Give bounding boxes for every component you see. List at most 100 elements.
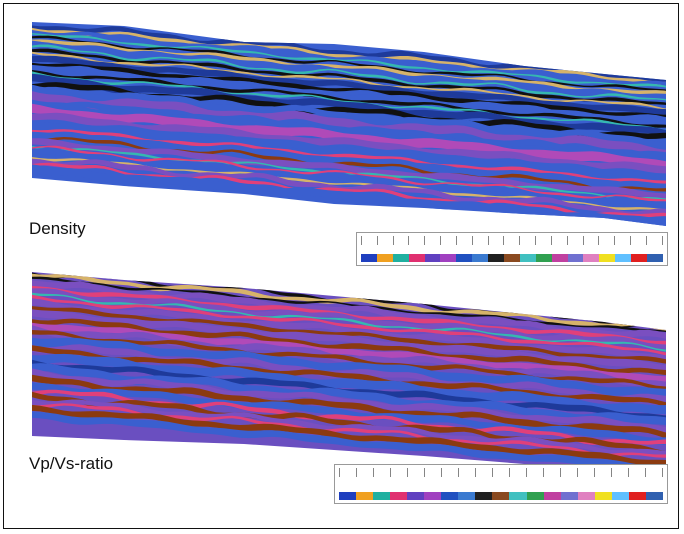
colorbar-swatch bbox=[543, 492, 561, 500]
reflector-band bbox=[32, 29, 666, 87]
reflector-band bbox=[32, 280, 666, 341]
colorbar-tick bbox=[628, 468, 629, 477]
colorbar-swatch bbox=[475, 492, 493, 500]
reflector-band bbox=[32, 147, 666, 209]
colorbar-swatch bbox=[356, 492, 374, 500]
reflector-band bbox=[32, 162, 666, 218]
colorbar-tick bbox=[614, 236, 616, 245]
colorbar-tick bbox=[471, 236, 473, 245]
colorbar-swatch bbox=[492, 492, 510, 500]
colorbar-tick bbox=[392, 236, 394, 245]
colorbar-tick bbox=[455, 236, 457, 245]
colorbar-swatch bbox=[339, 492, 357, 500]
colorbar-swatch bbox=[373, 492, 391, 500]
colorbar-swatch bbox=[647, 254, 663, 262]
reflector-band bbox=[32, 137, 666, 200]
colorbar-swatch bbox=[631, 254, 648, 262]
colorbar-swatch bbox=[551, 254, 568, 262]
colorbar-tick bbox=[582, 236, 584, 245]
reflector-band bbox=[32, 33, 666, 89]
colorbar-swatch bbox=[392, 254, 409, 262]
colorbar-tick bbox=[645, 468, 646, 477]
colorbar-tick bbox=[661, 236, 663, 245]
colorbar-swatch bbox=[441, 492, 459, 500]
colorbar-swatch bbox=[594, 492, 612, 500]
colorbar-swatch bbox=[440, 254, 457, 262]
reflector-band bbox=[32, 410, 666, 474]
reflector-band bbox=[32, 308, 666, 373]
reflector-band bbox=[32, 112, 666, 174]
vpvs-section bbox=[32, 272, 666, 476]
colorbar-tick bbox=[390, 468, 391, 477]
colorbar-tick bbox=[373, 468, 374, 477]
colorbar-swatch bbox=[472, 254, 489, 262]
reflector-band bbox=[32, 64, 666, 124]
vpvs-label: Vp/Vs-ratio bbox=[29, 454, 114, 473]
reflector-band bbox=[32, 317, 666, 376]
reflector-band bbox=[32, 321, 666, 382]
colorbar-swatch bbox=[628, 492, 646, 500]
seismic-sections bbox=[32, 22, 666, 476]
colorbar-tick bbox=[361, 236, 362, 245]
reflector-band bbox=[32, 61, 666, 119]
reflector-band bbox=[32, 69, 666, 128]
colorbar-tick bbox=[577, 468, 578, 477]
density-label: Density bbox=[29, 219, 86, 238]
reflector-band bbox=[32, 55, 666, 116]
reflector-band bbox=[32, 99, 666, 160]
colorbar-swatch bbox=[583, 254, 600, 262]
reflector-band bbox=[32, 329, 666, 392]
colorbar-tick bbox=[424, 236, 426, 245]
colorbar-tick bbox=[611, 468, 612, 477]
colorbar-swatch bbox=[567, 254, 584, 262]
colorbar-swatch bbox=[509, 492, 527, 500]
colorbar-tick bbox=[594, 468, 595, 477]
colorbar-swatch bbox=[488, 254, 505, 262]
colorbar-swatch bbox=[456, 254, 473, 262]
reflector-band bbox=[32, 363, 666, 427]
colorbar-tick bbox=[662, 468, 663, 477]
reflector-band bbox=[32, 23, 666, 84]
reflector-band bbox=[32, 272, 666, 332]
colorbar-swatch bbox=[407, 492, 425, 500]
colorbar-swatch bbox=[424, 492, 442, 500]
colorbar-tick bbox=[560, 468, 561, 477]
colorbar-swatch bbox=[611, 492, 629, 500]
reflector-band bbox=[32, 367, 666, 435]
colorbar-swatch bbox=[376, 254, 393, 262]
reflector-band bbox=[32, 343, 666, 403]
reflector-band bbox=[32, 145, 666, 202]
colorbar-swatch bbox=[526, 492, 544, 500]
reflector-band bbox=[32, 82, 666, 150]
colorbar-tick bbox=[526, 468, 527, 477]
colorbar-swatches bbox=[361, 254, 663, 262]
colorbar-swatch bbox=[615, 254, 632, 262]
reflector-band bbox=[32, 293, 666, 357]
density-section bbox=[32, 22, 666, 226]
density-colorbar bbox=[356, 232, 668, 266]
colorbar-tick bbox=[492, 468, 493, 477]
reflector-band bbox=[32, 44, 666, 102]
colorbar-swatch bbox=[519, 254, 536, 262]
colorbar-tick bbox=[458, 468, 459, 477]
colorbar-tick bbox=[503, 236, 505, 245]
reflector-band bbox=[32, 404, 666, 468]
colorbar-tick bbox=[356, 468, 357, 477]
colorbar-tick bbox=[407, 468, 408, 477]
colorbar-tick bbox=[440, 236, 442, 245]
colorbar-swatch bbox=[458, 492, 476, 500]
colorbar-swatches bbox=[339, 492, 663, 500]
colorbar-swatch bbox=[390, 492, 408, 500]
colorbar-tick bbox=[598, 236, 600, 245]
colorbar-tick bbox=[339, 468, 340, 477]
colorbar-ticks bbox=[361, 236, 663, 248]
colorbar-tick bbox=[441, 468, 442, 477]
colorbar-tick bbox=[630, 236, 632, 245]
colorbar-swatch bbox=[361, 254, 377, 262]
reflector-band bbox=[32, 353, 666, 415]
reflector-band bbox=[32, 403, 666, 458]
colorbar-tick bbox=[424, 468, 425, 477]
reflector-band bbox=[32, 35, 666, 92]
colorbar-tick bbox=[376, 236, 378, 245]
colorbar-swatch bbox=[560, 492, 578, 500]
